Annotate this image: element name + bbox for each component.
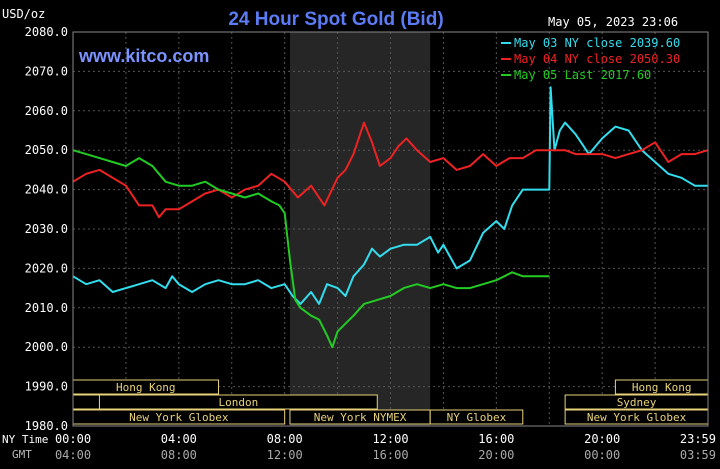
grid-lines <box>73 32 708 426</box>
x-tick-ny: 20:00 <box>584 432 620 446</box>
series-line-may-03 <box>72 86 708 305</box>
y-tick-label: 1980.0 <box>25 419 68 433</box>
plot-border <box>72 31 709 427</box>
session-label: Hong Kong <box>632 381 692 394</box>
legend: May 03 NY close 2039.60 May 04 NY close 2… <box>501 36 680 82</box>
x-tick-ny: 23:59 <box>680 432 716 446</box>
session-label: London <box>218 396 258 409</box>
x-tick-gmt: 20:00 <box>478 448 514 462</box>
series-line-may-04 <box>72 121 709 219</box>
timestamp: May 05, 2023 23:06 <box>548 15 678 29</box>
y-tick-label: 2050.0 <box>25 143 68 157</box>
x-tick-gmt: 08:00 <box>161 448 197 462</box>
x-tick-ny: 00:00 <box>55 432 91 446</box>
x-tick-ny: 16:00 <box>478 432 514 446</box>
y-tick-label: 2070.0 <box>25 64 68 78</box>
series-line-may-05 <box>72 149 550 349</box>
x-axis-tick-labels: 00:00 04:00 08:00 12:00 16:00 20:00 23:59 04:00… <box>55 432 716 462</box>
x-tick-gmt: 03:59 <box>680 448 716 462</box>
legend-entry: May 05 Last 2017.60 <box>514 68 651 82</box>
legend-entry: May 04 NY close 2050.30 <box>514 52 680 66</box>
y-axis-tick-labels: 1980.0 1990.0 2000.0 2010.0 2020.0 2030.0 2040… <box>25 25 68 433</box>
gmt-label: GMT <box>12 448 32 461</box>
y-tick-label: 2040.0 <box>25 183 68 197</box>
session-label: New York NYMEX <box>314 411 407 424</box>
x-tick-gmt: 16:00 <box>372 448 408 462</box>
x-tick-ny: 12:00 <box>372 432 408 446</box>
market-sessions: Hong Kong Hong Kong London Sydney New York G… <box>72 379 709 425</box>
session-label: NY Globex <box>447 411 507 424</box>
session-bar <box>429 409 524 425</box>
y-tick-label: 2020.0 <box>25 261 68 275</box>
x-tick-ny: 08:00 <box>267 432 303 446</box>
session-label: New York Globex <box>129 411 229 424</box>
y-tick-label: 2060.0 <box>25 104 68 118</box>
y-tick-label: 2080.0 <box>25 25 68 39</box>
price-series <box>72 86 709 349</box>
chart-title: 24 Hour Spot Gold (Bid) <box>228 9 443 30</box>
session-label: New York Globex <box>587 411 687 424</box>
session-bar <box>72 394 100 410</box>
x-tick-gmt: 04:00 <box>55 448 91 462</box>
y-tick-label: 2000.0 <box>25 340 68 354</box>
session-bar <box>98 394 378 410</box>
session-label: Sydney <box>617 396 657 409</box>
legend-entry: May 03 NY close 2039.60 <box>514 36 680 50</box>
y-tick-label: 2010.0 <box>25 301 68 315</box>
x-tick-ny: 04:00 <box>161 432 197 446</box>
watermark: www.kitco.com <box>78 46 209 66</box>
y-axis-unit: USD/oz <box>2 7 45 21</box>
x-tick-gmt: 12:00 <box>267 448 303 462</box>
y-tick-label: 1990.0 <box>25 380 68 394</box>
ny-time-label: NY Time <box>2 433 48 446</box>
x-tick-gmt: 00:00 <box>584 448 620 462</box>
y-tick-label: 2030.0 <box>25 222 68 236</box>
session-label: Hong Kong <box>116 381 176 394</box>
